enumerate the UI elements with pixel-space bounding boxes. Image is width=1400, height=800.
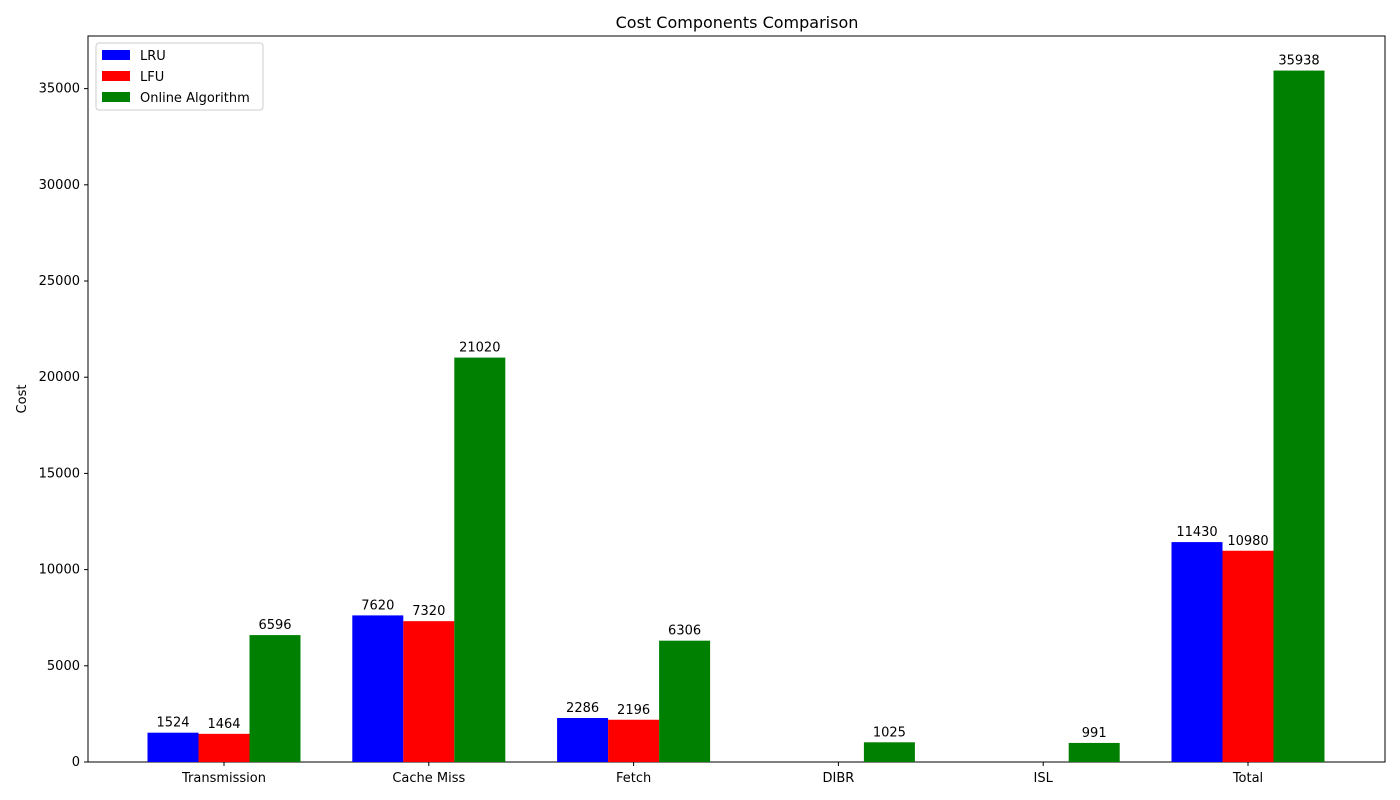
x-tick-label: Cache Miss [392,771,465,786]
bar-value-label: 11430 [1176,525,1217,540]
bars-group [147,70,1325,763]
legend: LRU LFU Online Algorithm [95,42,264,111]
bar [147,732,199,762]
legend-label: LFU [140,70,164,85]
bar [198,733,250,762]
axes-frame [87,35,1386,763]
legend-box [95,42,264,111]
chart-title: Cost Components Comparison [616,13,859,32]
bar-value-label: 1025 [873,725,906,740]
bar-value-label: 21020 [459,341,500,356]
x-tick-label: Transmission [181,771,266,786]
bar-value-labels: 1524 7620 2286 11430 1464 7320 2196 10980 6596 21… [156,54,1319,741]
bar [454,357,506,762]
y-tick-label: 15000 [39,466,80,481]
bar-value-label: 991 [1082,726,1107,741]
legend-swatch [102,71,130,81]
x-tick-label: Total [1232,771,1263,786]
x-axis-ticks: Transmission Cache Miss Fetch DIBR ISL Total [181,762,1263,786]
plot-area [87,35,1386,763]
bar-value-label: 1524 [156,716,189,731]
bar-value-label: 1464 [207,717,240,732]
y-axis-ticks: 0 5000 10000 15000 20000 25000 30000 35000 [39,82,88,770]
y-tick-label: 25000 [39,274,80,289]
bar [403,621,455,762]
y-tick-label: 5000 [47,659,80,674]
legend-swatch [102,50,130,60]
bar [249,635,301,762]
y-tick-label: 30000 [39,178,80,193]
bar [659,640,711,762]
y-tick-label: 0 [72,755,80,770]
y-tick-label: 35000 [39,82,80,97]
bar [608,719,660,762]
legend-label: Online Algorithm [140,91,250,106]
y-tick-label: 20000 [39,370,80,385]
bar [863,742,915,762]
bar-value-label: 7620 [361,598,394,613]
bar [1273,70,1325,763]
bar-value-label: 2286 [566,701,599,716]
bar-value-label: 10980 [1227,534,1268,549]
bar [1171,542,1223,762]
bar-value-label: 35938 [1278,54,1319,69]
y-axis-label: Cost [15,385,30,414]
bar-value-label: 7320 [412,604,445,619]
legend-label: LRU [140,49,166,64]
x-tick-label: DIBR [823,771,855,786]
bar [352,615,404,762]
x-tick-label: Fetch [616,771,651,786]
bar [1222,550,1274,762]
bar-value-label: 6306 [668,624,701,639]
legend-swatch [102,92,130,102]
bar-value-label: 2196 [617,703,650,718]
y-tick-label: 10000 [39,563,80,578]
bar [557,718,609,762]
x-tick-label: ISL [1034,771,1054,786]
bar [1068,742,1120,762]
bar-value-label: 6596 [258,618,291,633]
